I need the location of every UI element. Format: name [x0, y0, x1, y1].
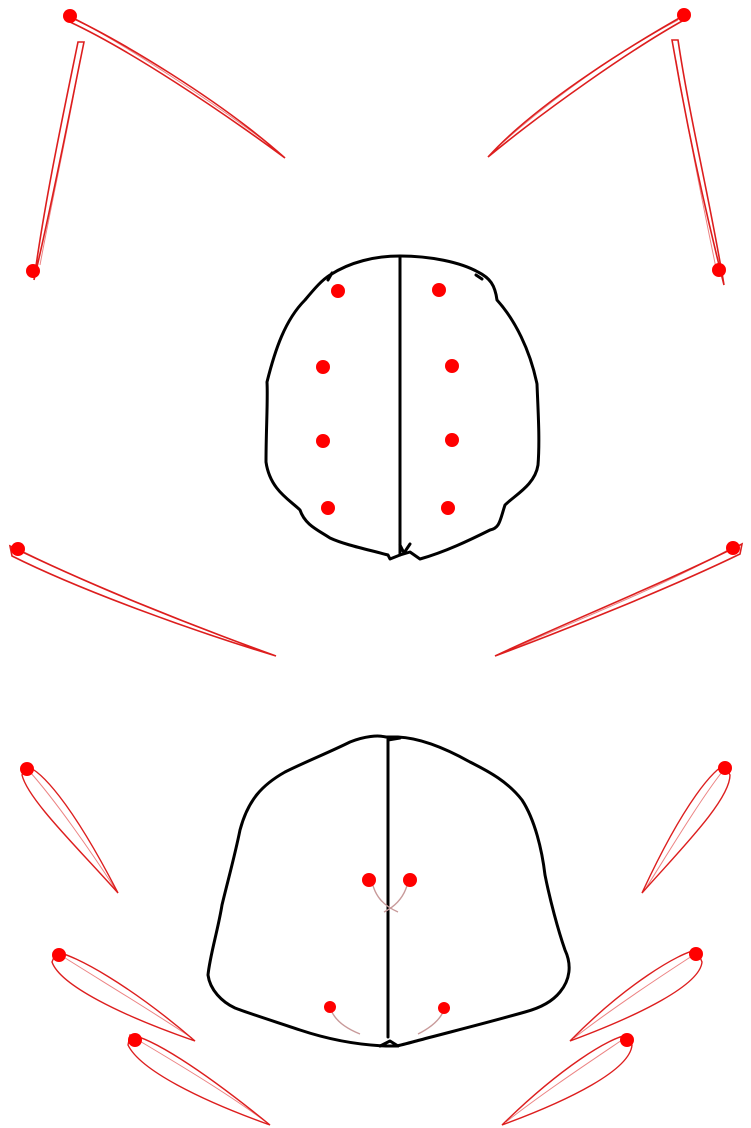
leaf-tip-dot: [689, 947, 703, 961]
marker-dot: [403, 873, 417, 887]
leaf-tip-dot: [718, 761, 732, 775]
spine-top-right-b: [671, 39, 726, 286]
leaf-tip-dot: [620, 1033, 634, 1047]
spine-tip-dot: [11, 542, 25, 556]
marker-dot: [316, 360, 330, 374]
spine-tip-dot: [712, 263, 726, 277]
spine-top-left-b: [26, 41, 85, 281]
spine-middle-right: [494, 541, 744, 657]
spine-tip-dot: [677, 8, 691, 22]
marker-dot: [331, 284, 345, 298]
lower-body-bottom-notch: [378, 1039, 400, 1048]
lower-body-top-notch: [386, 736, 402, 742]
spine-tip-dot: [726, 541, 740, 555]
leaf-tip-dot: [20, 762, 34, 776]
hook-trail: [330, 1009, 361, 1035]
upper-body-outline: [264, 254, 541, 561]
spine-tip-dot: [63, 9, 77, 23]
leaf-right-bottom: [501, 1033, 634, 1126]
spine-top-left-a: [63, 9, 286, 159]
leaf-right-top: [641, 761, 732, 894]
upper-body-notch: [398, 542, 412, 555]
marker-dot: [324, 1001, 336, 1013]
spine-middle-left: [8, 542, 277, 657]
upper-body-shoulder-right: [474, 273, 484, 281]
marker-dot: [438, 1002, 450, 1014]
spine-top-right-a: [487, 8, 691, 158]
hook-trail: [417, 1009, 445, 1035]
marker-dot: [432, 283, 446, 297]
upper-body-shoulder-left: [326, 271, 334, 282]
upper-body: [264, 254, 541, 561]
leaf-left-bottom: [127, 1033, 271, 1126]
leaf-tip-dot: [128, 1033, 142, 1047]
lower-body: [206, 734, 571, 1048]
marker-dot: [445, 359, 459, 373]
marker-dot: [321, 501, 335, 515]
marker-dot: [362, 873, 376, 887]
marker-dot: [445, 433, 459, 447]
hook-trail: [371, 881, 399, 913]
leaf-left-middle: [51, 948, 196, 1042]
leaf-left-top: [20, 762, 119, 894]
marker-dot: [441, 501, 455, 515]
marker-dot: [316, 434, 330, 448]
leaf-tip-dot: [52, 948, 66, 962]
leaf-right-middle: [569, 947, 703, 1042]
spine-tip-dot: [26, 264, 40, 278]
